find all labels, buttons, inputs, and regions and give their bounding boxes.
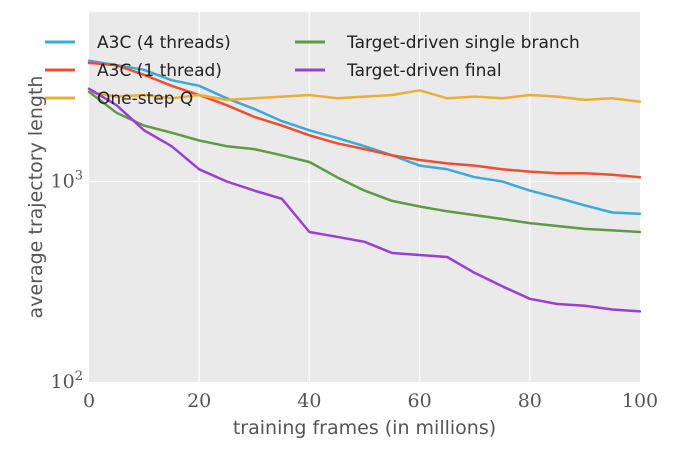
legend-entry: A3C (1 thread): [97, 61, 222, 81]
x-tick-label: 100: [622, 390, 658, 412]
legend-entry: A3C (4 threads): [97, 33, 231, 53]
series-line: [87, 59, 642, 216]
tick-labels: 0 20 40 60 80 100 102 103: [51, 168, 659, 412]
series-line: [87, 90, 642, 234]
legend-entry: One-step Q: [97, 89, 193, 109]
y-tick-label: 103: [51, 168, 83, 192]
y-tick-label: 102: [51, 369, 83, 393]
series-line: [87, 61, 642, 179]
x-tick-label: 0: [83, 390, 95, 412]
x-tick-label: 80: [518, 390, 542, 412]
y-axis-label: average trajectory length: [25, 76, 47, 319]
x-tick-label: 40: [297, 390, 321, 412]
grid-lines: [89, 12, 640, 382]
legend-entry: Target-driven single branch: [346, 33, 580, 53]
series-lines: [87, 59, 642, 313]
plot-area: [89, 12, 640, 382]
series-line: [87, 87, 642, 313]
series-line: [87, 89, 642, 103]
legend: A3C (4 threads) A3C (1 thread) One-step Q T…: [45, 33, 580, 109]
legend-entry: Target-driven final: [346, 61, 502, 81]
x-tick-label: 20: [187, 390, 211, 412]
x-axis-label: training frames (in millions): [233, 417, 496, 439]
x-tick-label: 60: [408, 390, 432, 412]
